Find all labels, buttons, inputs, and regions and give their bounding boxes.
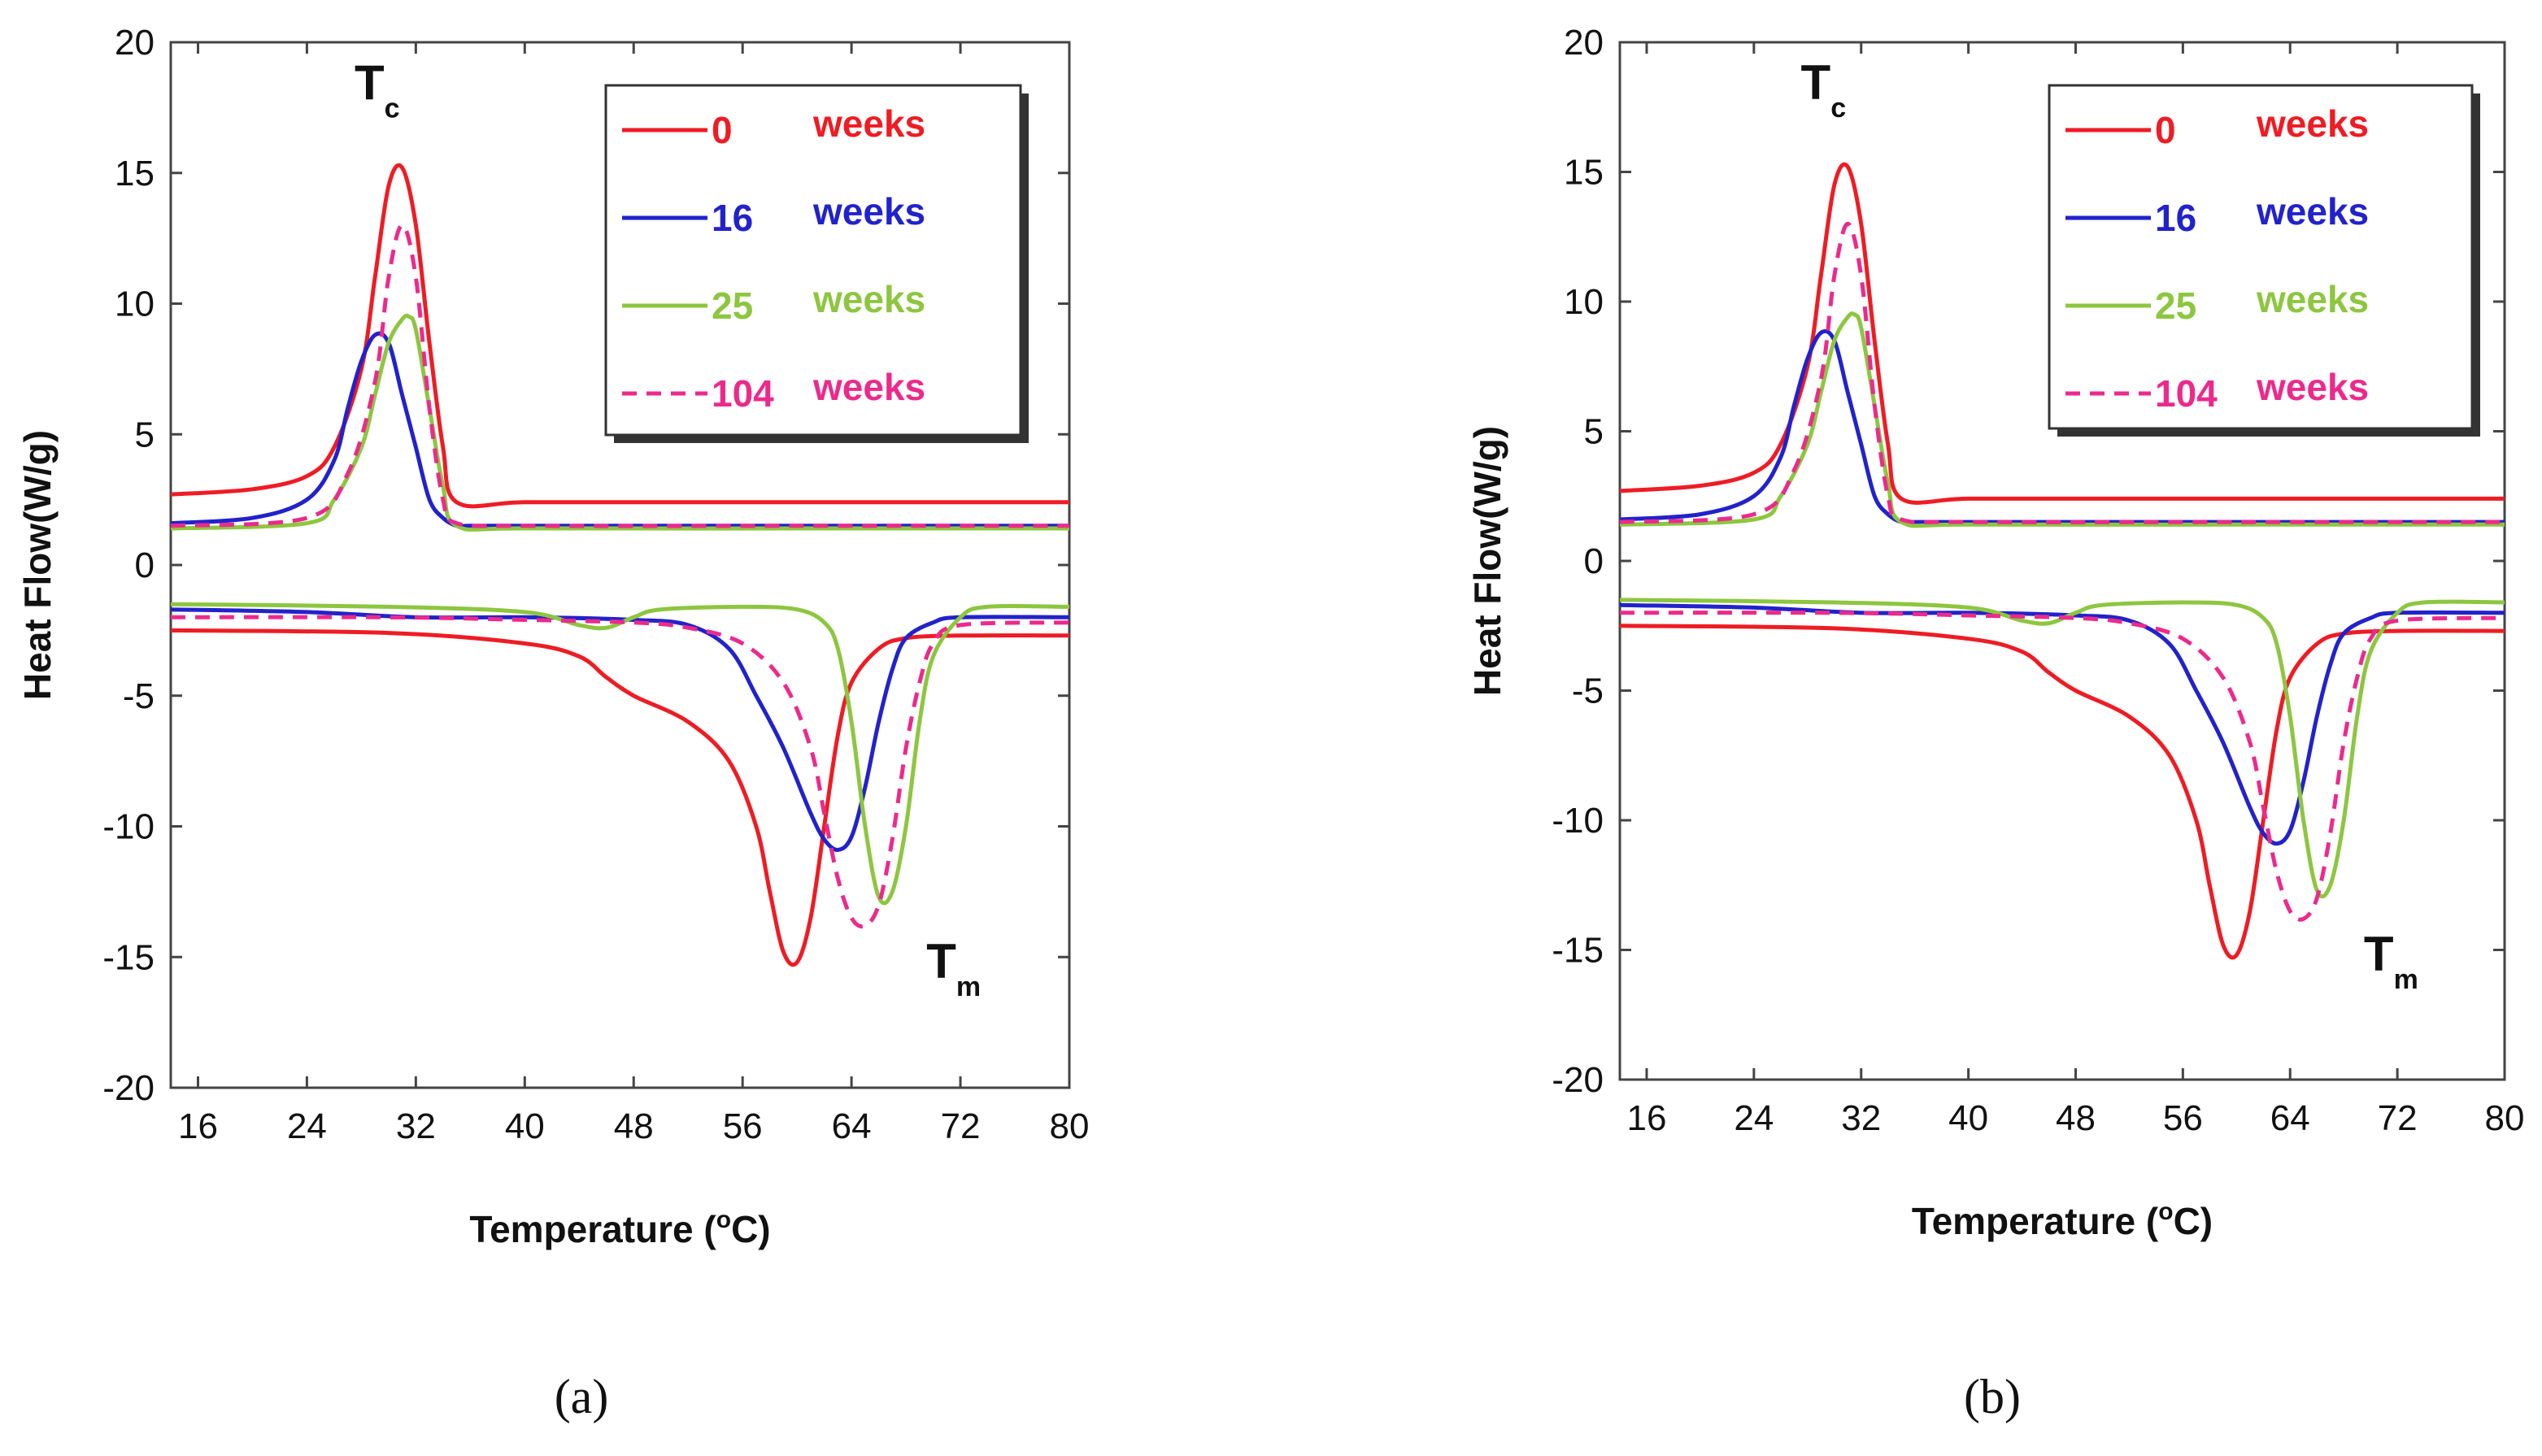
legend-label-16: 16 xyxy=(2155,197,2196,239)
x-tick-label: 16 xyxy=(178,1106,218,1146)
x-tick-label: 56 xyxy=(723,1106,763,1146)
legend-label-0: 0 xyxy=(2155,109,2176,151)
series-0-weeks-cooling-line xyxy=(1620,162,2505,505)
y-tick-label: -5 xyxy=(123,676,155,716)
y-tick-label: 20 xyxy=(1564,23,1604,63)
x-axis-title: Temperature (oC) xyxy=(1912,1198,2213,1242)
legend: 0 weeks 16 weeks 25 weeks 104 weeks xyxy=(2048,84,2480,437)
x-tick-label: 24 xyxy=(1734,1098,1774,1138)
y-axis-title: Heat Flow(W/g) xyxy=(1466,426,1508,696)
legend-suffix-104: weeks xyxy=(812,366,925,408)
y-tick-label: 5 xyxy=(1584,412,1604,452)
y-tick-label: -20 xyxy=(1552,1060,1604,1100)
series-104-weeks-cooling-line xyxy=(1620,221,2505,524)
panel-caption: (b) xyxy=(1964,1370,2021,1423)
legend-label-104: 104 xyxy=(2155,372,2218,415)
y-tick-label: 0 xyxy=(135,545,155,585)
legend-suffix-16: weeks xyxy=(812,190,925,233)
series-0-weeks-heating-line xyxy=(1620,624,2505,960)
y-tick-label: -10 xyxy=(102,807,155,847)
annotation-tm-main: T xyxy=(926,934,956,989)
y-tick-label: 15 xyxy=(115,154,155,193)
y-tick-label: -15 xyxy=(102,937,155,977)
series-0-weeks-cooling-line xyxy=(171,163,1069,509)
y-tick-label: -20 xyxy=(102,1068,155,1108)
y-tick-label: 20 xyxy=(115,23,155,63)
y-tick-label: 5 xyxy=(135,415,155,454)
legend-box xyxy=(604,84,1022,437)
annotation-tm: Tm xyxy=(926,934,981,1002)
x-tick-label: 64 xyxy=(2270,1098,2310,1138)
annotation-tm-sub: m xyxy=(2394,964,2418,995)
y-tick-label: -5 xyxy=(1572,671,1604,711)
panel-caption: (a) xyxy=(555,1370,609,1423)
x-tick-label: 32 xyxy=(1841,1098,1881,1138)
x-tick-label: 16 xyxy=(1626,1098,1666,1138)
series-16-weeks-cooling-line xyxy=(171,331,1069,529)
x-tick-label: 72 xyxy=(2378,1098,2418,1138)
x-axis-title-end: C) xyxy=(731,1208,771,1250)
y-tick-label: 10 xyxy=(115,285,155,324)
x-tick-label: 80 xyxy=(1050,1106,1090,1146)
legend-label-16: 16 xyxy=(712,197,753,239)
x-tick-label: 40 xyxy=(505,1106,545,1146)
legend: 0 weeks 16 weeks 25 weeks 104 weeks xyxy=(604,84,1029,443)
legend-box xyxy=(2048,84,2474,430)
y-axis-title: Heat Flow(W/g) xyxy=(16,430,59,700)
legend-label-25: 25 xyxy=(2155,285,2196,327)
legend-label-25: 25 xyxy=(712,285,753,327)
x-tick-label: 48 xyxy=(614,1106,654,1146)
legend-suffix-0: weeks xyxy=(812,102,925,145)
series-104-weeks-heating-line xyxy=(171,615,1069,929)
y-tick-label: -10 xyxy=(1552,801,1604,841)
series-25-weeks-heating-line xyxy=(171,602,1069,906)
legend-label-0: 0 xyxy=(712,109,733,151)
x-tick-label: 48 xyxy=(2056,1098,2096,1138)
series-lines xyxy=(171,163,1069,967)
series-104-weeks-heating-line xyxy=(1620,611,2505,922)
annotation-tc-main: T xyxy=(355,56,385,111)
x-axis-title-sup: o xyxy=(716,1206,731,1233)
legend-suffix-104: weeks xyxy=(2256,366,2369,408)
x-tick-label: 56 xyxy=(2163,1098,2203,1138)
annotation-tm-main: T xyxy=(2364,927,2394,981)
y-tick-label: 0 xyxy=(1584,541,1604,581)
annotation-tc-main: T xyxy=(1801,55,1831,110)
y-tick-label: 15 xyxy=(1564,153,1604,193)
annotation-tc: Tc xyxy=(1801,55,1847,124)
annotation-tm: Tm xyxy=(2364,927,2418,995)
x-axis-title-end: C) xyxy=(2174,1200,2213,1242)
x-tick-label: 72 xyxy=(941,1106,981,1146)
annotation-tm-sub: m xyxy=(956,971,981,1002)
x-tick-label: 32 xyxy=(396,1106,436,1146)
legend-suffix-0: weeks xyxy=(2256,102,2369,145)
series-lines xyxy=(1620,162,2505,960)
panel-b: 20 15 10 5 0 -5 -10 -15 -20 16 24 32 40 48 56 64 72 80 Tem… xyxy=(1466,23,2524,1423)
annotation-tc-sub: c xyxy=(385,93,400,124)
y-tick-label: 10 xyxy=(1564,282,1604,322)
x-tick-label: 40 xyxy=(1948,1098,1988,1138)
legend-label-104: 104 xyxy=(712,372,774,415)
x-tick-label: 24 xyxy=(287,1106,327,1146)
x-tick-label: 64 xyxy=(832,1106,872,1146)
legend-suffix-16: weeks xyxy=(2256,190,2369,233)
x-axis-title-sup: o xyxy=(2158,1198,2173,1225)
x-axis-title-main: Temperature ( xyxy=(469,1208,716,1250)
series-104-weeks-cooling-line xyxy=(171,223,1069,528)
legend-suffix-25: weeks xyxy=(812,278,925,320)
x-axis-title-main: Temperature ( xyxy=(1912,1200,2159,1242)
series-25-weeks-heating-line xyxy=(1620,598,2505,899)
y-tick-label: -15 xyxy=(1552,931,1604,971)
annotation-tc: Tc xyxy=(355,56,400,124)
series-0-weeks-heating-line xyxy=(171,628,1069,967)
panel-a: 20 15 10 5 0 -5 -10 -15 -20 16 24 32 40 48 56 64 72 80 Tem… xyxy=(16,23,1089,1423)
legend-suffix-25: weeks xyxy=(2256,278,2369,320)
annotation-tc-sub: c xyxy=(1830,93,1846,124)
x-tick-label: 80 xyxy=(2485,1098,2525,1138)
x-axis-title: Temperature (oC) xyxy=(469,1206,770,1250)
